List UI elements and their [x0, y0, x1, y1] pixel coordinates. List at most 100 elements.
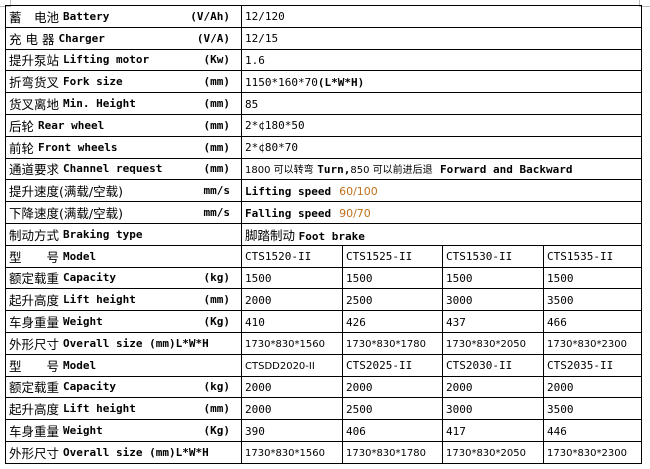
spec-value: 脚踏制动 Foot brake [241, 222, 642, 246]
model-cell: 2000 [442, 375, 544, 399]
label-unit: mm/s [203, 206, 231, 220]
model-cell: 2000 [241, 288, 343, 312]
row-label: 外形尺寸 Overall size (mm)L*W*H [5, 440, 242, 464]
model-row: 外形尺寸 Overall size (mm)L*W*H 1730*830*156… [5, 331, 642, 355]
label-en: Lift height [63, 293, 136, 307]
model-cell: 1730*830*1780 [342, 440, 443, 464]
label-unit: (V/Ah) [190, 9, 230, 23]
label-cn: 充 电 器 [9, 31, 55, 47]
model-cell: CTS2025-II [342, 353, 443, 377]
label-unit: (kg) [203, 380, 231, 394]
spec-row: 充 电 器 Charger (V/A) 12/15 [5, 26, 642, 50]
row-label: 型 号 Model [5, 353, 242, 377]
row-label: 额定载重 Capacity (kg) [5, 375, 242, 399]
row-label: 下降速度(满载/空载) mm/s [5, 201, 242, 224]
label-en: Lifting motor [63, 53, 150, 67]
label-cn: 提升泵站 [9, 53, 60, 69]
model-cell: 3000 [442, 288, 544, 312]
row-label: 车身重量 Weight (Kg) [5, 310, 242, 333]
spec-row-falling_speed: 下降速度(满载/空载) mm/s Falling speed 90/70 [5, 201, 642, 224]
label-unit: (mm) [203, 97, 231, 111]
model-cell: CTS1535-II [543, 244, 642, 268]
row-label: 折弯货叉 Fork size (mm) [5, 70, 242, 94]
model-row: 起升高度 Lift height (mm) 2000 2500 3000 3500 [5, 397, 642, 421]
model-cell: CTS1520-II [241, 244, 343, 268]
spec-value: 2*¢80*70 [241, 135, 642, 159]
label-en: Overall size (mm)L*W*H [63, 445, 209, 459]
label-en: Capacity [63, 380, 116, 394]
label-cn: 型 号 [9, 358, 60, 374]
model-row: 起升高度 Lift height (mm) 2000 2500 3000 3500 [5, 288, 642, 312]
label-cn: 起升高度 [9, 293, 60, 309]
model-cell: 1730*830*2300 [543, 440, 642, 464]
spec-row-lifting_speed: 提升速度(满载/空载) mm/s Lifting speed 60/100 [5, 179, 642, 203]
label-unit: (mm) [203, 140, 231, 154]
model-cell: 2000 [241, 375, 343, 399]
model-cell: CTS1530-II [442, 244, 544, 268]
label-unit: (mm) [203, 402, 231, 416]
label-cn: 蓄 电池 [9, 9, 60, 25]
label-en: Front wheels [38, 140, 118, 154]
model-cell: CTSDD2020-II [241, 353, 343, 377]
label-cn: 额定载重 [9, 271, 60, 287]
label-unit: (V/A) [196, 31, 230, 45]
model-cell: 1500 [241, 266, 343, 290]
model-cell: 446 [543, 419, 642, 442]
model-cell: 466 [543, 310, 642, 333]
model-cell: 1500 [442, 266, 544, 290]
spec-value: 1150*160*70(L*W*H) [241, 70, 642, 94]
spec-value: 1.6 [241, 48, 642, 72]
speed-value: 60/100 [339, 184, 378, 198]
model-cell: 1730*830*1560 [241, 440, 343, 464]
model-cell: 410 [241, 310, 343, 333]
spec-value: 12/120 [241, 5, 642, 28]
model-cell: 1730*830*1780 [342, 331, 443, 355]
spec-row-braking: 制动方式 Braking type 脚踏制动 Foot brake [5, 222, 642, 246]
label-cn: 货叉离地 [9, 97, 60, 113]
row-label: 型 号 Model [5, 244, 242, 268]
model-cell: 1730*830*1560 [241, 331, 343, 355]
model-cell: CTS1525-II [342, 244, 443, 268]
model-cell: 437 [442, 310, 544, 333]
model-cell: 2000 [241, 397, 343, 421]
spec-row: 提升泵站 Lifting motor (Kw) 1.6 [5, 48, 642, 72]
label-cn: 前轮 [9, 140, 35, 156]
label-cn: 制动方式 [9, 227, 60, 243]
model-cell: 390 [241, 419, 343, 442]
label-cn: 通道要求 [9, 162, 60, 178]
row-label: 前轮 Front wheels (mm) [5, 135, 242, 159]
label-en: Lift height [63, 402, 136, 416]
model-cell: 3000 [442, 397, 544, 421]
model-row: 额定载重 Capacity (kg) 1500 1500 1500 1500 [5, 266, 642, 290]
row-label: 提升速度(满载/空载) mm/s [5, 179, 242, 203]
model-row: 车身重量 Weight (Kg) 410 426 437 466 [5, 310, 642, 333]
label-en: Channel request [63, 162, 163, 176]
model-cell: 2000 [543, 375, 642, 399]
row-label: 车身重量 Weight (Kg) [5, 419, 242, 442]
row-label: 制动方式 Braking type [5, 222, 242, 246]
label-cn: 额定载重 [9, 380, 60, 396]
row-label: 起升高度 Lift height (mm) [5, 397, 242, 421]
label-cn: 车身重量 [9, 315, 60, 331]
label-en: Fork size [63, 75, 123, 89]
model-cell: 426 [342, 310, 443, 333]
label-cn: 下降速度(满载/空载) [9, 206, 123, 222]
row-label: 蓄 电池 Battery (V/Ah) [5, 5, 242, 28]
row-label: 充 电 器 Charger (V/A) [5, 26, 242, 50]
row-label: 提升泵站 Lifting motor (Kw) [5, 48, 242, 72]
label-unit: (kg) [203, 271, 231, 285]
label-en: Rear wheel [38, 118, 105, 132]
model-row: 型 号 Model CTS1520-II CTS1525-II CTS1530-II… [5, 244, 642, 268]
model-cell: 417 [442, 419, 544, 442]
model-cell: CTS2035-II [543, 353, 642, 377]
model-cell: 1500 [543, 266, 642, 290]
label-cn: 起升高度 [9, 402, 60, 418]
row-label: 额定载重 Capacity (kg) [5, 266, 242, 290]
label-en: Charger [58, 31, 105, 45]
model-cell: 1500 [342, 266, 443, 290]
spec-value: Lifting speed 60/100 [241, 179, 642, 203]
model-cell: 2500 [342, 397, 443, 421]
label-en: Weight [63, 315, 103, 329]
model-row: 型 号 Model CTSDD2020-II CTS2025-II CTS2030-… [5, 353, 642, 377]
label-unit: (Kg) [203, 315, 231, 329]
